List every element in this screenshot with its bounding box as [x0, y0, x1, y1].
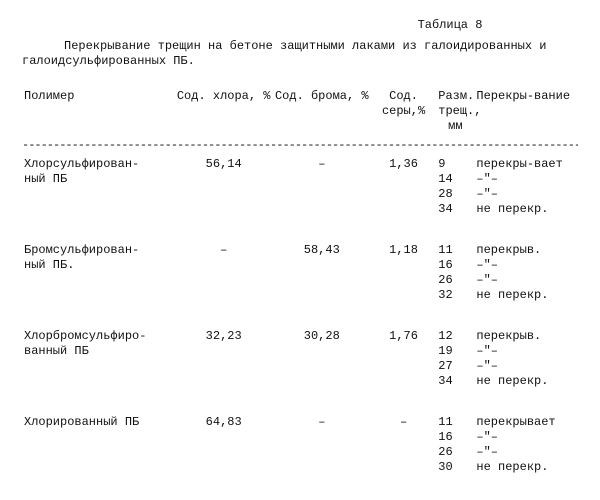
- cover-cell: перекры-вает–"––"–не перекр.: [474, 153, 578, 221]
- size-cell: 9142834: [436, 153, 474, 221]
- table-label: Таблица 8: [322, 18, 578, 33]
- polymer-name: Хлорированный ПБ: [22, 411, 175, 479]
- size-cell: 11162630: [436, 411, 474, 479]
- table-row: Хлорбромсульфиро-ванный ПБ32,2330,281,76…: [22, 325, 578, 393]
- col-size: Разм. трещ., мм: [436, 85, 474, 138]
- table-body: Хлорсульфирован-ный ПБ56,14–1,369142834п…: [22, 153, 578, 497]
- header-separator: ----------------------------------------…: [22, 138, 578, 153]
- cover-cell: перекрывает–"––"–не перекр.: [474, 411, 578, 479]
- cover-cell: перекрыв.–"––"–не перекр.: [474, 325, 578, 393]
- value-cell: 56,14: [175, 153, 273, 221]
- polymer-name: Хлорсульфирован-ный ПБ: [22, 153, 175, 221]
- col-bromine: Сод. брома, %: [273, 85, 371, 138]
- value-cell: 64,83: [175, 411, 273, 479]
- value-cell: 1,36: [371, 153, 436, 221]
- table-row: Бромсульфирован-ный ПБ.–58,431,181116263…: [22, 239, 578, 307]
- value-cell: 58,43: [273, 239, 371, 307]
- col-polymer: Полимер: [22, 85, 175, 138]
- col-sulfur: Сод. серы,%: [371, 85, 436, 138]
- value-cell: 30,28: [273, 325, 371, 393]
- polymer-name: Хлорбромсульфиро-ванный ПБ: [22, 325, 175, 393]
- value-cell: –: [273, 153, 371, 221]
- value-cell: 1,18: [371, 239, 436, 307]
- value-cell: –: [273, 411, 371, 479]
- value-cell: 1,76: [371, 325, 436, 393]
- polymer-name: Бромсульфирован-ный ПБ.: [22, 239, 175, 307]
- col-chlorine: Сод. хлора, %: [175, 85, 273, 138]
- caption: Перекрывание трещин на бетоне защитными …: [22, 39, 578, 69]
- table-row: Хлорсульфирован-ный ПБ56,14–1,369142834п…: [22, 153, 578, 221]
- col-cover: Перекры-вание: [474, 85, 578, 138]
- value-cell: –: [175, 239, 273, 307]
- value-cell: 32,23: [175, 325, 273, 393]
- cover-cell: перекрыв.–"––"–не перекр.: [474, 239, 578, 307]
- value-cell: –: [371, 411, 436, 479]
- size-cell: 11162632: [436, 239, 474, 307]
- data-table: Полимер Сод. хлора, % Сод. брома, % Сод.…: [22, 85, 578, 497]
- table-row: Хлорированный ПБ64,83––11162630перекрыва…: [22, 411, 578, 479]
- size-cell: 12192734: [436, 325, 474, 393]
- table-head: Полимер Сод. хлора, % Сод. брома, % Сод.…: [22, 85, 578, 153]
